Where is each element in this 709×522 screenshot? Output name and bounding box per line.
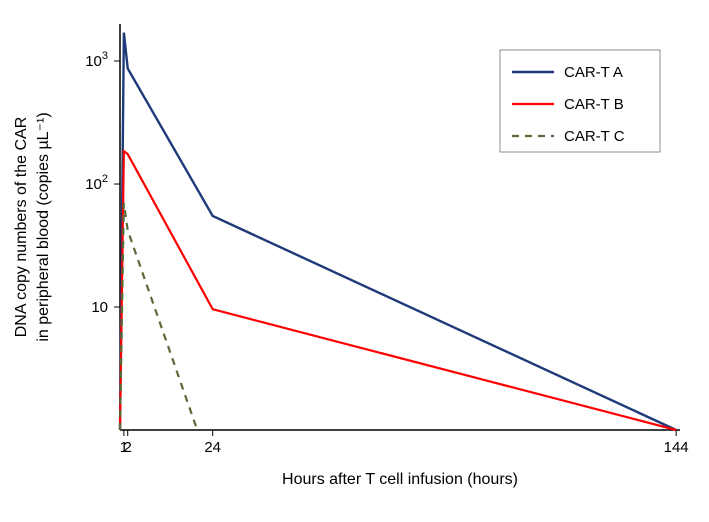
y-axis-label: in peripheral blood (copies µL⁻¹) bbox=[35, 112, 52, 341]
x-axis-label: Hours after T cell infusion (hours) bbox=[282, 471, 518, 488]
y-axis-label: DNA copy numbers of the CAR bbox=[13, 117, 30, 338]
x-tick-label: 2 bbox=[124, 439, 132, 456]
x-tick-label: 24 bbox=[204, 439, 221, 456]
legend-label: CAR-T C bbox=[564, 128, 625, 145]
line-chart: 101021031224144Hours after T cell infusi… bbox=[0, 0, 709, 522]
legend-label: CAR-T B bbox=[564, 96, 624, 113]
legend-label: CAR-T A bbox=[564, 64, 623, 81]
x-tick-label: 144 bbox=[664, 439, 689, 456]
chart-container: 101021031224144Hours after T cell infusi… bbox=[0, 0, 709, 522]
y-tick-label: 10 bbox=[91, 299, 108, 316]
